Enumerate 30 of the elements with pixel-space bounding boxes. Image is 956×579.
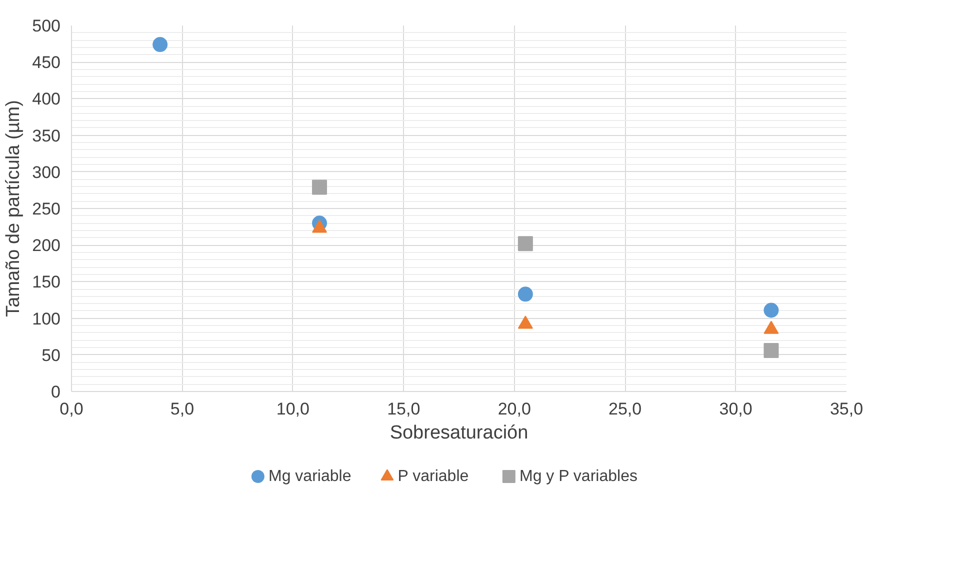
x-tick-label: 0,0 — [60, 400, 84, 418]
y-tick-label: 500 — [32, 16, 61, 36]
y-tick-label: 300 — [32, 162, 61, 182]
x-tick-label: 35,0 — [830, 400, 864, 418]
y-tick-label: 50 — [42, 346, 61, 365]
x-tick-label: 30,0 — [719, 400, 752, 418]
y-tick-label: 350 — [32, 126, 61, 146]
x-axis-title: Sobresaturación — [390, 422, 528, 444]
y-tick-label: 150 — [32, 272, 61, 292]
y-tick-label: 100 — [32, 309, 61, 328]
x-tick-label: 15,0 — [387, 400, 420, 418]
point — [152, 37, 168, 52]
point — [764, 302, 779, 318]
point — [518, 236, 533, 252]
point — [764, 343, 779, 358]
y-tick-label: 450 — [32, 53, 61, 72]
x-tick-label: 10,0 — [276, 400, 310, 418]
legend-label: Mg variable — [268, 468, 352, 485]
y-tick-label: 200 — [32, 236, 61, 256]
point — [312, 180, 327, 195]
point — [518, 286, 533, 302]
y-tick-label: 0 — [51, 382, 61, 402]
y-tick-label: 400 — [32, 90, 61, 109]
legend-label: P variable — [398, 468, 469, 485]
y-axis-title: Tamaño de partícula (µm) — [3, 100, 24, 317]
x-tick-label: 20,0 — [498, 400, 531, 418]
x-tick-label: 25,0 — [608, 400, 642, 418]
legend-label: Mg y P variables — [519, 468, 638, 485]
y-tick-label: 250 — [32, 200, 61, 218]
x-tick-label: 5,0 — [170, 400, 194, 418]
